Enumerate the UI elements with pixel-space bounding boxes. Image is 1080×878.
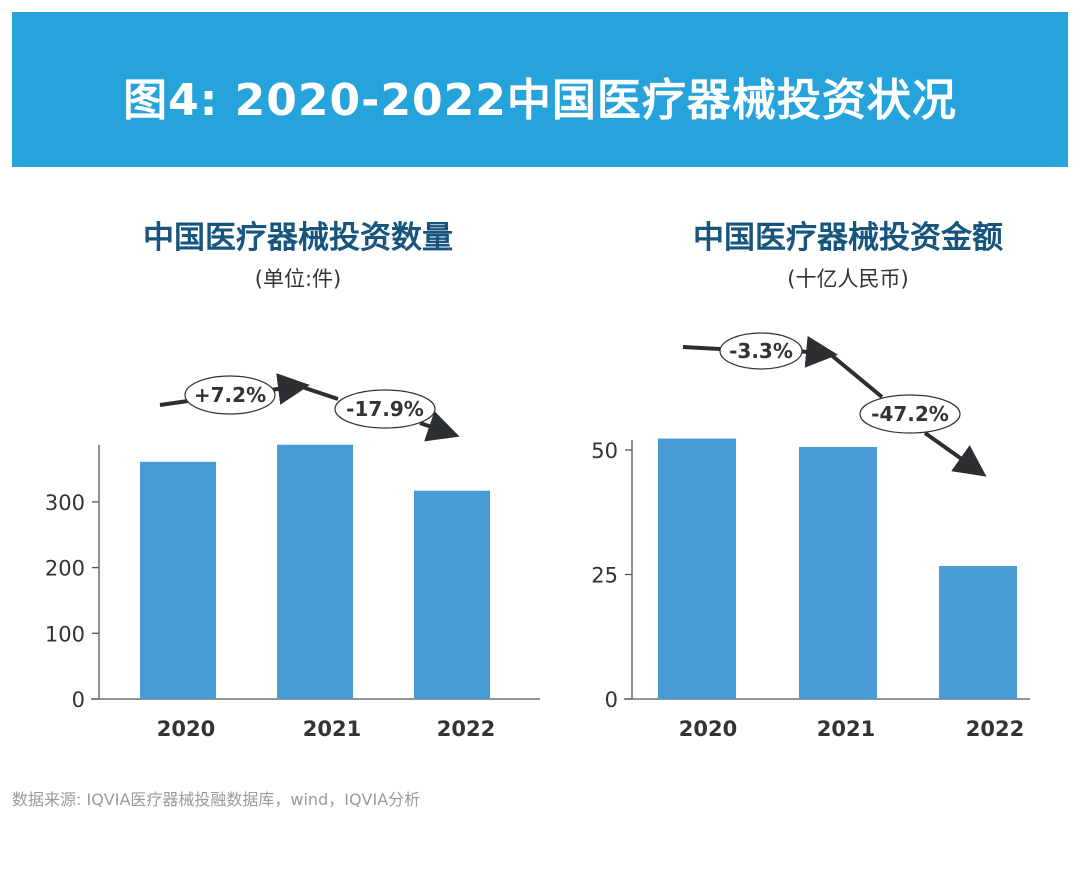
trend-arrow-segment bbox=[419, 411, 460, 442]
title-banner: 图4: 2020-2022中国医疗器械投资状况 bbox=[12, 12, 1068, 167]
chart-title-amount: 中国医疗器械投资金额 bbox=[693, 220, 1003, 256]
trend-arrow-segment bbox=[828, 352, 884, 399]
trend-arrow-segment bbox=[301, 385, 339, 401]
x-tick-label: 2021 bbox=[817, 717, 875, 741]
annotation-bubble bbox=[719, 332, 803, 370]
y-tick-label: 0 bbox=[72, 688, 85, 712]
chart-unit-count: (单位:件) bbox=[254, 267, 342, 291]
page-title: 图4: 2020-2022中国医疗器械投资状况 bbox=[123, 75, 957, 126]
y-tick-label: 50 bbox=[591, 439, 618, 463]
annotation-label: -47.2% bbox=[871, 402, 949, 426]
bar-2021 bbox=[277, 444, 353, 699]
x-tick-label: 2022 bbox=[437, 717, 495, 741]
y-tick-label: 200 bbox=[45, 557, 85, 581]
annotation-label: +7.2% bbox=[194, 383, 266, 407]
x-tick-label: 2020 bbox=[157, 717, 215, 741]
bar-2020 bbox=[658, 438, 736, 699]
trend-arrow-segment bbox=[682, 345, 721, 351]
annotation-bubble bbox=[334, 389, 436, 429]
x-tick-label: 2022 bbox=[966, 717, 1024, 741]
chart-title-count: 中国医疗器械投资数量 bbox=[143, 220, 453, 256]
chart-unit-amount: (十亿人民币) bbox=[787, 267, 909, 291]
trend-arrow-segment bbox=[159, 399, 189, 407]
y-tick-label: 100 bbox=[45, 622, 85, 646]
y-tick-label: 0 bbox=[605, 688, 618, 712]
trend-arrow-segment bbox=[269, 373, 310, 405]
trend-arrow-segment bbox=[923, 431, 987, 477]
source-note: 数据来源: IQVIA医疗器械投融数据库，wind，IQVIA分析 bbox=[12, 790, 421, 809]
y-tick-label: 25 bbox=[591, 564, 618, 588]
y-tick-label: 300 bbox=[45, 491, 85, 515]
annotation-label: -17.9% bbox=[346, 397, 424, 421]
x-tick-label: 2021 bbox=[303, 717, 361, 741]
annotation-bubble bbox=[859, 394, 961, 434]
growth-annotation-count bbox=[159, 373, 460, 442]
bar-2022 bbox=[414, 490, 490, 699]
annotation-bubble bbox=[184, 375, 276, 415]
bar-2020 bbox=[140, 461, 216, 699]
bar-2021 bbox=[799, 447, 877, 699]
annotation-label: -3.3% bbox=[729, 339, 793, 363]
bar-2022 bbox=[939, 566, 1017, 699]
x-tick-label: 2020 bbox=[679, 717, 737, 741]
